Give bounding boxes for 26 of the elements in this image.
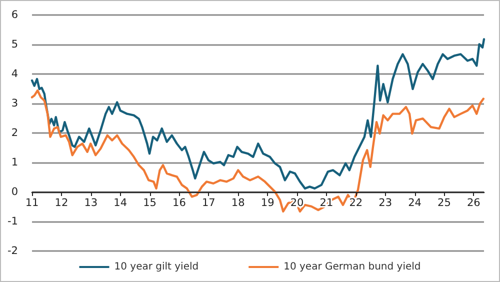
x-tick-label: 14 bbox=[114, 197, 128, 209]
x-tick-label: 18 bbox=[231, 197, 245, 209]
y-tick-label: 2 bbox=[11, 127, 18, 139]
y-tick-label: -2 bbox=[8, 245, 18, 257]
x-tick-label: 11 bbox=[25, 197, 39, 209]
legend-label: 10 year German bund yield bbox=[284, 262, 421, 272]
x-tick-label: 24 bbox=[408, 197, 422, 209]
x-tick-label: 22 bbox=[349, 197, 363, 209]
line-series bbox=[30, 38, 486, 190]
x-tick-label: 23 bbox=[378, 197, 392, 209]
x-tick-label: 13 bbox=[84, 197, 98, 209]
x-tick-label: 16 bbox=[172, 197, 186, 209]
y-tick-label: 3 bbox=[11, 98, 18, 110]
x-tick-label: 25 bbox=[438, 197, 451, 209]
x-tick-label: 12 bbox=[54, 197, 68, 209]
x-tick-label: 15 bbox=[143, 197, 156, 209]
y-tick-label: 0 bbox=[11, 186, 18, 198]
x-tick-label: 19 bbox=[260, 197, 274, 209]
y-tick-label: 6 bbox=[11, 9, 18, 21]
x-tick-label: 26 bbox=[467, 197, 481, 209]
legend-label: 10 year gilt yield bbox=[114, 262, 199, 272]
x-tick-label: 17 bbox=[202, 197, 216, 209]
y-tick-label: -1 bbox=[8, 216, 18, 228]
y-tick-label: 4 bbox=[11, 68, 18, 80]
y-tick-label: 5 bbox=[11, 38, 18, 50]
y-tick-label: 1 bbox=[11, 156, 18, 168]
